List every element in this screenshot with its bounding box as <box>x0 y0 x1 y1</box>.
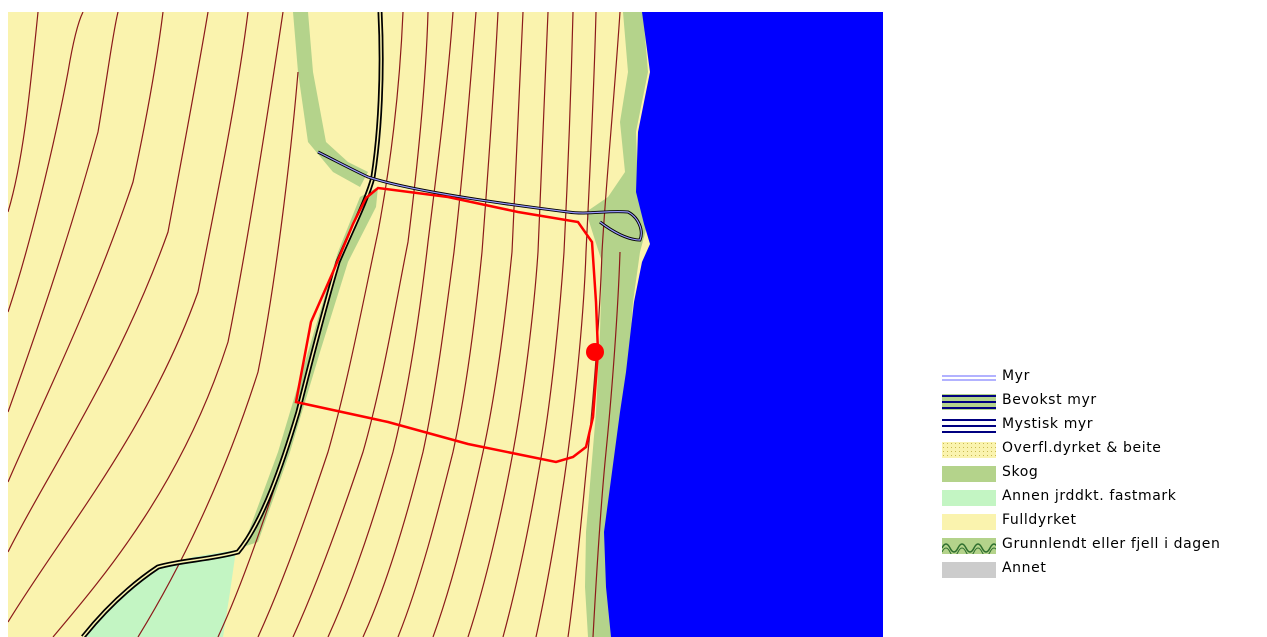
legend-label: Skog <box>1002 464 1039 480</box>
legend-label: Myr <box>1002 368 1030 384</box>
mystisk-myr-icon <box>942 419 996 433</box>
wave-pattern-icon <box>942 538 996 554</box>
contour-lines <box>8 12 621 637</box>
location-marker[interactable] <box>586 343 604 361</box>
legend-item-annen: Annen jrddkt. fastmark <box>940 487 1267 509</box>
property-boundary <box>294 186 600 464</box>
stream-myr-line <box>317 150 643 242</box>
legend-item-mystisk-myr: Mystisk myr <box>940 415 1267 437</box>
map-legend: Myr Bevokst myr Mystisk myr Ov <box>940 367 1267 612</box>
legend-item-bevokst-myr: Bevokst myr <box>940 391 1267 413</box>
legend-item-annet: Annet <box>940 559 1267 581</box>
myr-line-icon <box>942 375 996 381</box>
bevokst-myr-icon <box>942 394 996 410</box>
road <box>81 12 384 637</box>
legend-item-skog: Skog <box>940 463 1267 485</box>
annen-jorddekt-area <box>83 550 236 637</box>
legend-item-overfl: Overfl.dyrket & beite <box>940 439 1267 461</box>
legend-label: Grunnlendt eller fjell i dagen <box>1002 536 1221 552</box>
water-body <box>604 12 883 637</box>
legend-item-myr: Myr <box>940 367 1267 389</box>
legend-item-fulldyrket: Fulldyrket <box>940 511 1267 533</box>
legend-label: Overfl.dyrket & beite <box>1002 440 1162 456</box>
green-fill-icon <box>942 466 996 482</box>
legend-item-grunnlendt: Grunnlendt eller fjell i dagen <box>940 535 1267 557</box>
yellow-fill-icon <box>942 514 996 530</box>
legend-label: Annet <box>1002 560 1047 576</box>
light-green-fill-icon <box>942 490 996 506</box>
legend-label: Fulldyrket <box>1002 512 1077 528</box>
legend-label: Bevokst myr <box>1002 392 1097 408</box>
map-canvas[interactable] <box>8 12 883 637</box>
legend-label: Mystisk myr <box>1002 416 1094 432</box>
legend-label: Annen jrddkt. fastmark <box>1002 488 1177 504</box>
grey-fill-icon <box>942 562 996 578</box>
dotted-fill-icon <box>942 442 996 458</box>
skog-strip-stream <box>293 12 368 187</box>
